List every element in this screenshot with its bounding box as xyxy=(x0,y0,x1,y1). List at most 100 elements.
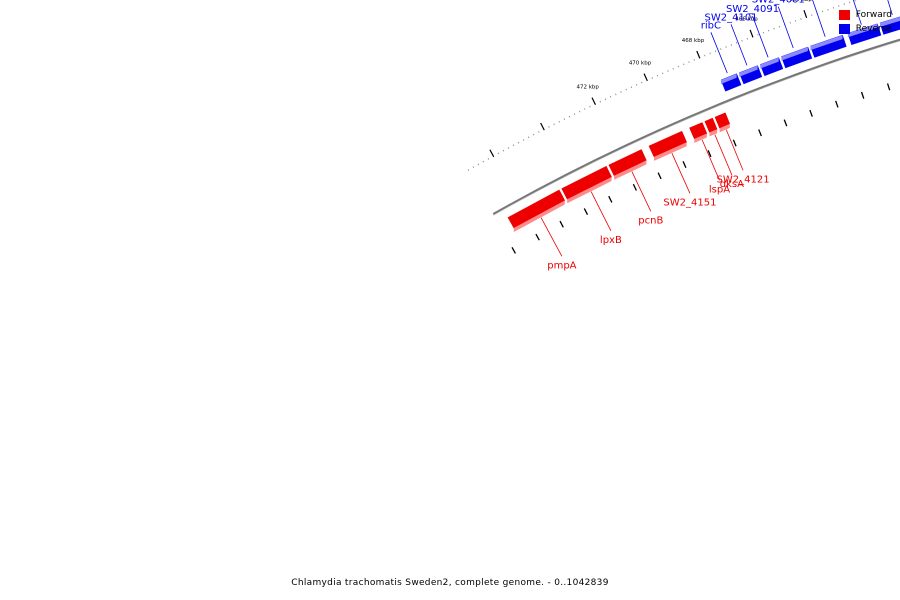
outer-tick xyxy=(709,52,711,55)
outer-tick xyxy=(683,63,685,66)
legend-forward-label: Forward xyxy=(855,10,892,20)
inner-tick xyxy=(682,161,687,168)
gene-ribC[interactable] xyxy=(720,73,742,92)
inner-tick xyxy=(535,233,540,241)
inner-tick xyxy=(809,109,813,117)
gene-SW2_4091[interactable] xyxy=(759,57,784,77)
legend-reverse: Reverse xyxy=(838,22,892,36)
outer-tick xyxy=(620,91,622,93)
outer-tick xyxy=(762,31,765,34)
outer-tick xyxy=(578,110,581,113)
inner-tick xyxy=(835,100,839,108)
reverse-swatch xyxy=(838,24,850,34)
outer-tick xyxy=(757,33,759,36)
outer-tick xyxy=(696,50,701,59)
gene-shade xyxy=(810,35,843,51)
gene-label: pmpA xyxy=(547,260,576,271)
genome-backbone-shadow xyxy=(493,40,900,216)
outer-tick xyxy=(693,59,695,61)
outer-tick xyxy=(573,113,576,115)
inner-tick xyxy=(732,139,737,147)
outer-tick xyxy=(467,169,470,171)
gene-label-leader xyxy=(752,15,769,58)
outer-tick xyxy=(489,149,495,158)
outer-tick xyxy=(741,39,743,42)
outer-tick xyxy=(656,74,659,77)
legend-reverse-label: Reverse xyxy=(855,24,892,34)
inner-tick xyxy=(860,91,865,99)
genome-backbone xyxy=(492,38,900,216)
outer-tick xyxy=(477,163,480,166)
gene-label-leader xyxy=(701,139,720,181)
outer-tick xyxy=(778,25,781,28)
gene-SW2_4121[interactable] xyxy=(714,112,731,133)
outer-tick xyxy=(584,108,586,110)
outer-tick xyxy=(714,50,717,53)
tick-label: 468 kbp xyxy=(682,38,705,44)
gene-label: dksA xyxy=(720,179,744,190)
outer-tick xyxy=(507,147,510,149)
gene-label-leader xyxy=(725,129,744,171)
genome-caption: Chlamydia trachomatis Sweden2, complete … xyxy=(291,578,609,588)
outer-tick xyxy=(591,97,597,106)
inner-tick xyxy=(559,220,564,228)
gene-dksA[interactable] xyxy=(704,117,718,137)
outer-tick xyxy=(643,73,648,82)
outer-tick xyxy=(789,21,791,24)
inner-tick xyxy=(707,150,712,158)
inner-tick xyxy=(886,83,891,91)
outer-tick xyxy=(730,44,733,46)
outer-tick xyxy=(568,115,571,118)
gene-shade xyxy=(709,129,718,137)
gene-gltT[interactable] xyxy=(810,34,847,58)
gene-shade xyxy=(739,65,758,77)
gene-lspA[interactable] xyxy=(689,122,708,143)
outer-tick xyxy=(635,84,638,86)
outer-tick xyxy=(625,88,627,91)
outer-tick xyxy=(725,46,727,48)
outer-tick xyxy=(746,37,749,40)
outer-tick xyxy=(735,41,738,44)
gene-SW2_4081[interactable] xyxy=(781,46,813,69)
inner-tick xyxy=(608,195,613,203)
outer-tick xyxy=(497,152,500,155)
outer-tick xyxy=(517,141,520,144)
outer-tick xyxy=(472,166,475,169)
gene-pcnB[interactable] xyxy=(608,149,647,180)
inner-tick xyxy=(758,129,762,137)
outer-tick xyxy=(768,29,770,32)
gene-pmpA[interactable] xyxy=(507,189,566,232)
gene-SW2_4051[interactable] xyxy=(879,15,900,35)
gene-SW2_4101[interactable] xyxy=(738,65,763,85)
outer-tick xyxy=(589,105,591,108)
gene-label: SW2_4081 xyxy=(752,0,805,6)
tick-label: 466 kbp xyxy=(735,17,758,23)
outer-tick xyxy=(615,93,617,96)
tick-label: 464 kbp xyxy=(789,0,812,3)
inner-tick xyxy=(583,208,589,215)
outer-tick xyxy=(487,157,490,160)
gene-label: lspA xyxy=(709,184,730,195)
outer-tick xyxy=(482,160,485,163)
outer-tick xyxy=(803,10,808,18)
outer-tick xyxy=(563,118,566,121)
outer-tick xyxy=(688,61,690,63)
gene-label-leader xyxy=(714,134,733,176)
inner-tick xyxy=(657,172,662,180)
legend-forward: Forward xyxy=(838,8,892,22)
outer-tick xyxy=(662,72,664,75)
gene-SW2_4151[interactable] xyxy=(648,130,688,161)
gene-lpxB[interactable] xyxy=(561,165,612,204)
outer-tick xyxy=(651,77,653,79)
gene-shade xyxy=(880,16,900,27)
outer-tick xyxy=(630,86,633,89)
outer-tick xyxy=(512,144,515,147)
outer-tick xyxy=(672,67,674,70)
outer-tick xyxy=(558,120,560,123)
gene-label: SW2_4121 xyxy=(717,174,770,185)
inner-tick xyxy=(632,183,637,191)
gene-shade xyxy=(760,57,779,69)
gene-label: pcnB xyxy=(638,215,663,226)
gene-label-leader xyxy=(887,0,893,16)
